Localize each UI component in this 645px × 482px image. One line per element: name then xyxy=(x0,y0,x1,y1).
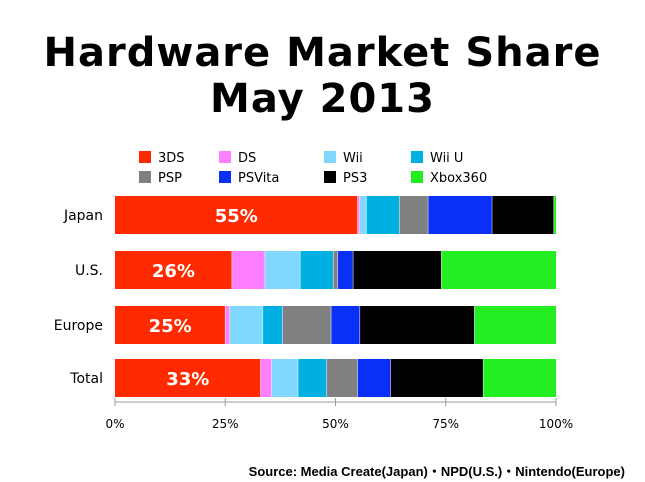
data-label-u-s: 26% xyxy=(152,261,195,282)
category-label-total: Total xyxy=(69,371,103,387)
chart-title-line2: May 2013 xyxy=(210,76,435,122)
category-label-u-s: U.S. xyxy=(75,263,103,279)
bar-total-xbox360 xyxy=(483,359,557,397)
bar-japan-wii xyxy=(359,196,367,234)
bar-total-ps3 xyxy=(390,359,484,397)
bar-japan-psvita xyxy=(428,196,493,234)
bar-japan-3ds xyxy=(115,196,358,234)
bar-u-s-psp xyxy=(333,251,338,289)
x-tick-label-2: 50% xyxy=(322,417,349,431)
data-label-japan: 55% xyxy=(215,206,258,227)
bar-total-wii xyxy=(271,359,299,397)
legend-label-ps3: PS3 xyxy=(343,171,367,186)
bar-japan-wii-u xyxy=(366,196,400,234)
bar-total-psp xyxy=(326,359,358,397)
legend-label-3ds: 3DS xyxy=(158,151,185,166)
x-tick-label-3: 75% xyxy=(432,417,459,431)
bar-japan-xbox360 xyxy=(553,196,557,234)
x-tick-label-1: 25% xyxy=(212,417,239,431)
bar-total-wii-u xyxy=(298,359,327,397)
bar-u-s-psvita xyxy=(337,251,354,289)
source-note: Source: Media Create(Japan)・NPD(U.S.)・Ni… xyxy=(248,464,625,479)
legend-swatch-ps3 xyxy=(324,171,336,183)
bar-europe-wii-u xyxy=(262,306,283,344)
bar-u-s-3ds xyxy=(115,251,232,289)
legend-label-wii-u: Wii U xyxy=(430,151,463,166)
bar-total-psvita xyxy=(357,359,391,397)
bar-japan-psp xyxy=(399,196,429,234)
bar-europe-wii xyxy=(229,306,263,344)
category-label-europe: Europe xyxy=(54,318,103,334)
bar-europe-psp xyxy=(282,306,332,344)
bar-u-s-xbox360 xyxy=(441,251,556,289)
data-label-europe: 25% xyxy=(149,316,192,337)
legend-swatch-3ds xyxy=(139,151,151,163)
bar-u-s-wii xyxy=(264,251,301,289)
bar-total-ds xyxy=(260,359,272,397)
bar-europe-xbox360 xyxy=(474,306,557,344)
data-label-total: 33% xyxy=(166,369,209,390)
bar-u-s-ds xyxy=(231,251,265,289)
bar-europe-3ds xyxy=(115,306,226,344)
legend-label-xbox360: Xbox360 xyxy=(430,171,487,186)
legend-label-ds: DS xyxy=(238,151,256,166)
legend-swatch-ds xyxy=(219,151,231,163)
x-tick-label-4: 100% xyxy=(539,417,573,431)
legend-label-psp: PSP xyxy=(158,171,182,186)
bar-europe-ps3 xyxy=(359,306,475,344)
legend-label-wii: Wii xyxy=(343,151,363,166)
category-label-japan: Japan xyxy=(63,208,103,224)
bar-total-3ds xyxy=(115,359,261,397)
legend-label-psvita: PSVita xyxy=(238,171,279,186)
bar-japan-ds xyxy=(357,196,360,234)
legend-swatch-psvita xyxy=(219,171,231,183)
legend-swatch-psp xyxy=(139,171,151,183)
legend-swatch-wii-u xyxy=(411,151,423,163)
bar-europe-ds xyxy=(225,306,230,344)
x-tick-label-0: 0% xyxy=(105,417,124,431)
legend-swatch-wii xyxy=(324,151,336,163)
bar-u-s-ps3 xyxy=(353,251,442,289)
bar-u-s-wii-u xyxy=(300,251,334,289)
chart-title-line1: Hardware Market Share xyxy=(43,30,602,76)
bar-japan-ps3 xyxy=(492,196,554,234)
bar-europe-psvita xyxy=(331,306,360,344)
legend-swatch-xbox360 xyxy=(411,171,423,183)
